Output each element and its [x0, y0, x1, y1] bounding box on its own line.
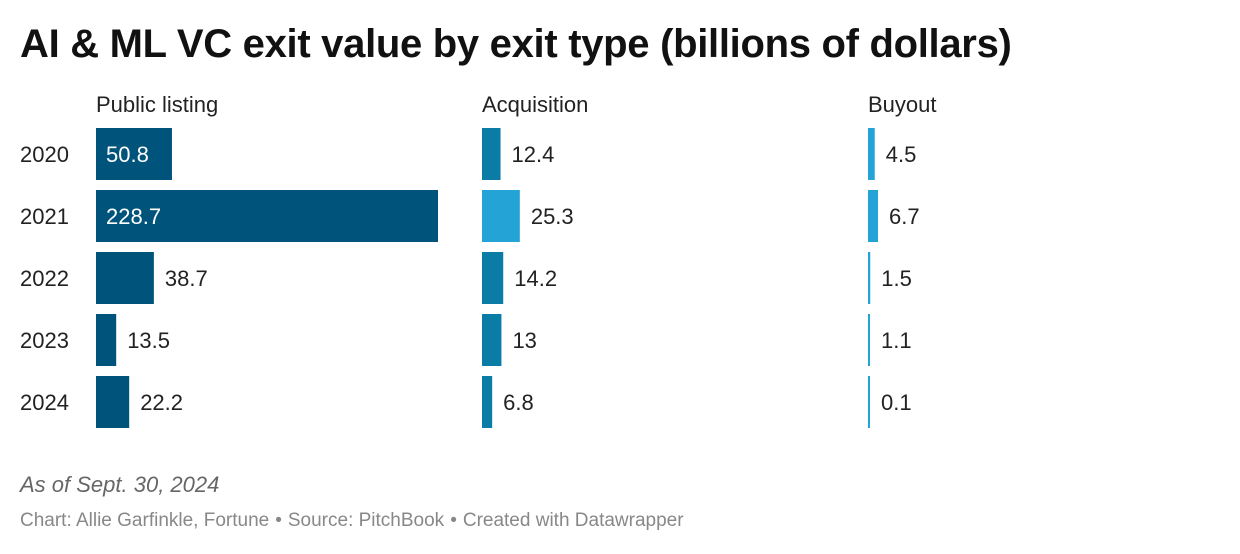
bar-chart: 2020 2021 2022 2023 2024 Public listing 50.8 22…	[20, 92, 937, 428]
category-label-2024: 2024	[20, 390, 69, 415]
data-label-public-listing-2024: 22.2	[140, 390, 183, 415]
separator: •	[450, 510, 457, 531]
bar-public-listing-2020	[96, 128, 172, 180]
data-label-acquisition-2023: 13	[512, 328, 536, 353]
data-label-public-listing-2023: 13.5	[127, 328, 170, 353]
data-label-public-listing-2021: 228.7	[106, 204, 161, 229]
data-label-buyout-2024: 0.1	[881, 390, 912, 415]
bar-buyout-2022	[868, 252, 871, 304]
data-label-acquisition-2020: 12.4	[512, 142, 555, 167]
bar-acquisition-2024	[482, 376, 493, 428]
bar-buyout-2021	[868, 190, 879, 242]
data-label-buyout-2021: 6.7	[889, 204, 920, 229]
bar-acquisition-2020	[482, 128, 501, 180]
data-label-buyout-2023: 1.1	[881, 328, 912, 353]
data-label-acquisition-2022: 14.2	[514, 266, 557, 291]
chart-title: AI & ML VC exit value by exit type (bill…	[20, 22, 1012, 66]
bar-public-listing-2024	[96, 376, 130, 428]
category-label-2020: 2020	[20, 142, 69, 167]
panel-title-buyout: Buyout	[868, 92, 937, 117]
bar-public-listing-2023	[96, 314, 117, 366]
bar-buyout-2024	[868, 376, 870, 428]
category-label-2023: 2023	[20, 328, 69, 353]
data-label-acquisition-2021: 25.3	[531, 204, 574, 229]
panel-title-acquisition: Acquisition	[482, 92, 588, 117]
separator: •	[275, 510, 282, 531]
bar-buyout-2020	[868, 128, 875, 180]
data-label-public-listing-2022: 38.7	[165, 266, 208, 291]
bar-acquisition-2022	[482, 252, 504, 304]
category-label-2021: 2021	[20, 204, 69, 229]
data-label-buyout-2022: 1.5	[881, 266, 912, 291]
credit-line: Chart: Allie Garfinkle, Fortune • Source: …	[20, 510, 684, 532]
bar-acquisition-2023	[482, 314, 502, 366]
chart-credit: Chart: Allie Garfinkle, Fortune	[20, 510, 270, 531]
bar-public-listing-2022	[96, 252, 154, 304]
data-label-buyout-2020: 4.5	[886, 142, 917, 167]
source-credit: Source: PitchBook	[287, 510, 445, 531]
bar-public-listing-2021	[96, 190, 438, 242]
bar-acquisition-2021	[482, 190, 520, 242]
date-note: As of Sept. 30, 2024	[20, 472, 220, 497]
panel-title-public-listing: Public listing	[96, 92, 218, 117]
tool-credit: Created with Datawrapper	[462, 510, 684, 531]
bar-buyout-2023	[868, 314, 870, 366]
category-label-2022: 2022	[20, 266, 69, 291]
data-label-public-listing-2020: 50.8	[106, 142, 149, 167]
data-label-acquisition-2024: 6.8	[503, 390, 534, 415]
